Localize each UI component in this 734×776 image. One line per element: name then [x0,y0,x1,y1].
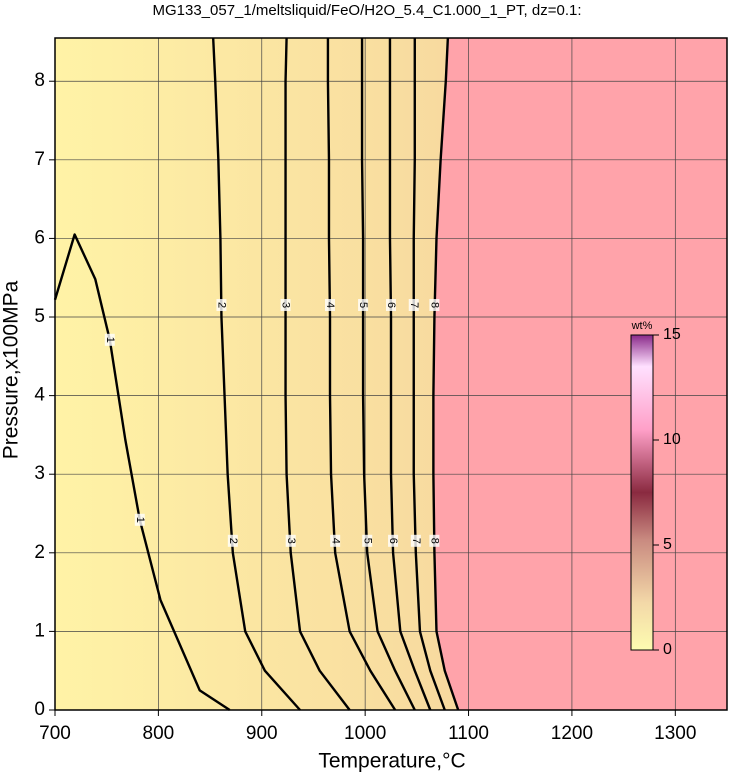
colorbar-tick-label: 15 [663,326,681,343]
contour-label-bg [330,534,341,547]
colorbar-tick-label: 10 [663,431,681,448]
contour-label: 8 [429,538,441,544]
x-tick-label: 700 [39,723,71,744]
x-tick-label: 1200 [551,723,593,744]
y-tick-label: 5 [34,306,45,327]
contour-label: 4 [329,538,341,544]
contour-line [412,38,446,711]
contour-label-bg [429,534,440,547]
contour-label: 6 [385,302,397,308]
contour-line [284,37,351,711]
contour-label-bg [280,299,291,312]
contour-label: 2 [227,538,239,544]
contour-label-bg [386,299,396,312]
contour-label: 2 [216,302,228,308]
contour-label-bg [410,534,421,547]
contour-label-bg [325,299,336,312]
contour-line [326,38,397,711]
y-tick-label: 3 [34,463,45,484]
contour-label-bg [408,299,419,312]
y-tick-label: 8 [34,70,45,91]
contour-line [432,37,460,711]
contour-label-bg [429,299,440,312]
contour-label: 1 [104,337,116,343]
contour-line [53,233,231,712]
contour-label-bg [358,299,369,312]
contour-label-bg [104,333,115,346]
y-tick-label: 6 [34,227,45,248]
contour-label-bg [134,513,145,526]
y-tick-label: 7 [34,149,45,170]
contour-label: 3 [280,302,292,308]
contour-label: 8 [429,302,441,308]
colorbar-label: wt% [631,320,653,332]
colorbar [630,334,654,651]
y-tick-label: 4 [34,385,45,406]
saturated-region [433,38,727,710]
x-tick-label: 1100 [448,723,489,744]
y-tick-label: 0 [34,699,45,720]
contour-label-bg [388,534,399,547]
chart-title: MG133_057_1/meltsliquid/FeO/H2O_5.4_C1.0… [152,2,581,19]
contour-label: 7 [408,302,420,308]
contour-line [360,38,416,711]
y-tick-label: 1 [34,620,45,641]
y-axis-label: Pressure,x100MPa [0,280,23,459]
contour-label-bg [227,534,238,547]
contour-label: 1 [134,517,146,523]
plot-area: 1 1 2 2 3 3 4 4 5 5 6 6 7 7 8 8 [53,37,727,712]
contour-label: 7 [410,538,422,544]
contour-label-bg [362,534,373,547]
y-tick-label: 2 [34,542,45,563]
x-tick-label: 800 [143,723,175,744]
frame [54,37,728,711]
contour-label: 6 [387,538,399,544]
x-tick-label: 1000 [344,723,386,744]
x-axis-label: Temperature,°C [318,750,465,773]
x-tick-label: 900 [246,723,278,744]
contour-label: 5 [361,538,373,544]
contour-label: 5 [357,302,369,308]
x-tick-label: 1300 [654,723,696,744]
contour-label: 3 [285,538,297,544]
contour-label-bg [285,534,296,547]
colorbar-tick-label: 5 [663,536,672,553]
contour-line [388,38,432,711]
colorbar-tick-label: 0 [663,641,672,658]
contour-label: 4 [324,302,336,308]
contour-line [211,37,301,711]
contour-label-bg [216,299,227,312]
